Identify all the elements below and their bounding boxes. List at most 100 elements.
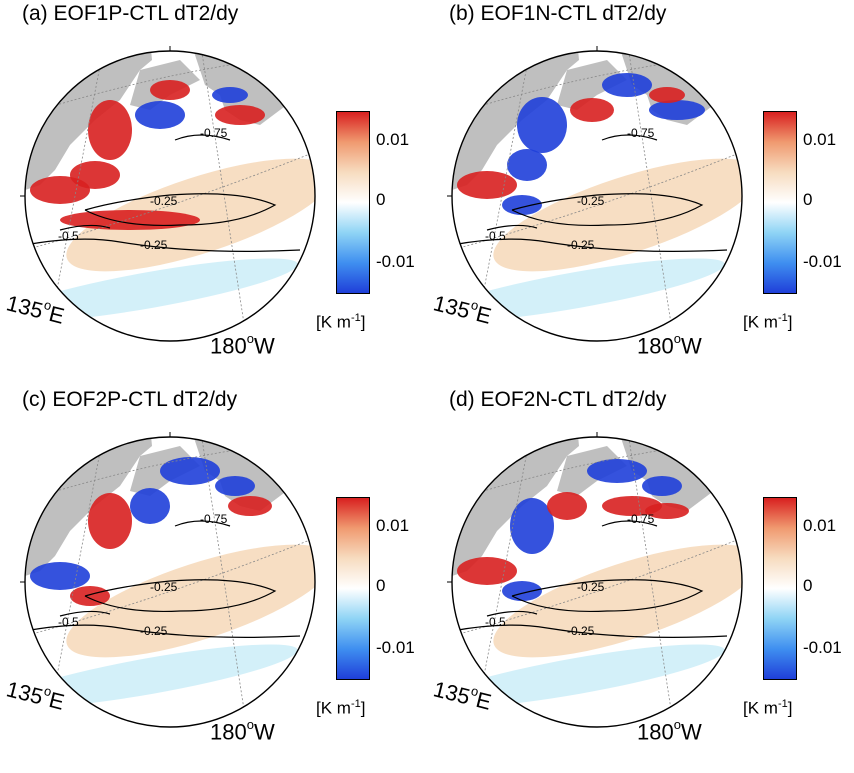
contour-line	[511, 193, 704, 226]
panel-title: (d) EOF2N-CTL dT2/dy	[449, 388, 667, 411]
polar-map: -0.75 -0.25 -0.25 -0.5	[20, 46, 369, 342]
contour-label: -0.25	[140, 624, 168, 638]
anomaly-patch	[130, 488, 170, 524]
colorbar-tick: -0.01	[376, 252, 415, 271]
warm-band	[66, 544, 315, 658]
anomaly-patch	[602, 73, 652, 97]
anomaly-patch	[502, 195, 542, 215]
colorbar-tick: 0	[803, 190, 813, 209]
colorbar	[336, 111, 370, 294]
contour-line	[486, 224, 538, 231]
warm-band	[493, 158, 742, 272]
anomaly-patch	[215, 476, 255, 496]
anomaly-patch	[212, 87, 248, 103]
anomaly-patch	[570, 98, 614, 122]
contour-line	[25, 238, 301, 252]
colorbar-fill	[764, 498, 796, 679]
colorbar	[336, 497, 370, 680]
contour-label: -0.5	[58, 229, 79, 243]
contour-line	[84, 193, 277, 226]
anomaly-patch	[457, 171, 517, 199]
anomaly-patch	[587, 459, 647, 483]
anomaly-patch	[70, 586, 110, 606]
map-panel-c: -0.75 -0.25 -0.25 -0.5 (c) EOF2P-CTL dT2…	[0, 386, 427, 772]
contour-label: -0.25	[567, 624, 595, 638]
contour-label: -0.5	[485, 229, 506, 243]
warm-band	[66, 158, 315, 272]
panel-title: (a) EOF1P-CTL dT2/dy	[22, 2, 239, 25]
map-panel-b: -0.75 -0.25 -0.25 -0.5 (b) EOF1N-CTL dT2…	[427, 0, 854, 386]
colorbar-unit: [K m-1]	[316, 312, 366, 332]
anomaly-patch	[30, 562, 90, 590]
colorbar-tick: 0	[376, 190, 386, 209]
parallel-1	[25, 149, 315, 251]
meridian-135e	[54, 437, 106, 687]
parallel-1	[452, 535, 742, 637]
contour-label: -0.25	[577, 580, 605, 594]
contour-label: -0.25	[577, 194, 605, 208]
colorbar-fill	[337, 498, 369, 679]
anomaly-patch	[88, 493, 132, 549]
anomaly-patch	[160, 457, 220, 485]
colorbar-tick: -0.01	[376, 638, 415, 657]
colorbar-tick: 0	[376, 576, 386, 595]
colorbar-tick: 0.01	[803, 516, 837, 535]
map-panel-a: -0.75 -0.25 -0.25 -0.5 (a) EOF1P-CTL dT2…	[0, 0, 427, 386]
colorbar-tick: -0.01	[803, 252, 842, 271]
contour-line	[174, 520, 231, 527]
meridian-180w	[626, 51, 673, 331]
anomaly-patch	[215, 105, 265, 125]
meridian-135e	[481, 51, 533, 301]
polar-map: -0.75 -0.25 -0.25 -0.5	[447, 46, 796, 342]
anomaly-patch	[649, 100, 705, 120]
anomaly-patch	[649, 87, 685, 103]
anomaly-patch	[88, 100, 132, 160]
panel-title: (c) EOF2P-CTL dT2/dy	[22, 388, 238, 411]
contour-line	[511, 579, 704, 612]
anomaly-patch	[645, 503, 689, 519]
anomaly-patch	[642, 476, 682, 496]
contour-label: -0.25	[140, 238, 168, 252]
contour-label: -0.75	[627, 512, 655, 526]
parallel-1	[452, 149, 742, 251]
longitude-label-180w: 180oW	[637, 717, 702, 745]
contour-label: -0.25	[150, 194, 178, 208]
panel-title: (b) EOF1N-CTL dT2/dy	[449, 2, 667, 25]
anomaly-patch	[457, 557, 517, 585]
contour-line	[601, 520, 658, 527]
contour-line	[84, 579, 277, 612]
warm-band	[493, 544, 742, 658]
contour-line	[59, 224, 111, 231]
anomaly-patch	[70, 161, 120, 189]
colorbar	[763, 111, 797, 294]
contour-line	[452, 238, 728, 252]
anomaly-patch	[502, 581, 542, 601]
longitude-label-180w: 180oW	[637, 331, 702, 359]
anomaly-patch	[547, 492, 587, 520]
polar-map: -0.75 -0.25 -0.25 -0.5	[20, 432, 369, 728]
colorbar-tick: -0.01	[803, 638, 842, 657]
contour-line	[25, 624, 301, 638]
colorbar-unit: [K m-1]	[743, 312, 793, 332]
contour-label: -0.5	[58, 615, 79, 629]
anomaly-patch	[135, 101, 185, 129]
colorbar	[763, 497, 797, 680]
anomaly-patch	[510, 498, 554, 554]
polar-map: -0.75 -0.25 -0.25 -0.5	[447, 432, 796, 728]
land-kamchatka	[557, 60, 627, 110]
contour-label: -0.25	[150, 580, 178, 594]
contour-line	[601, 134, 658, 141]
longitude-label-180w: 180oW	[210, 331, 275, 359]
anomaly-patch	[507, 149, 547, 181]
contour-label: -0.75	[200, 512, 228, 526]
colorbar-tick: 0	[803, 576, 813, 595]
contour-line	[174, 134, 231, 141]
colorbar-tick: 0.01	[376, 516, 410, 535]
contour-label: -0.75	[200, 126, 228, 140]
colorbar-tick: 0.01	[803, 130, 837, 149]
colorbar-fill	[764, 112, 796, 293]
colorbar-fill	[337, 112, 369, 293]
colorbar-tick: 0.01	[376, 130, 410, 149]
longitude-label-180w: 180oW	[210, 717, 275, 745]
colorbar-unit: [K m-1]	[743, 698, 793, 718]
